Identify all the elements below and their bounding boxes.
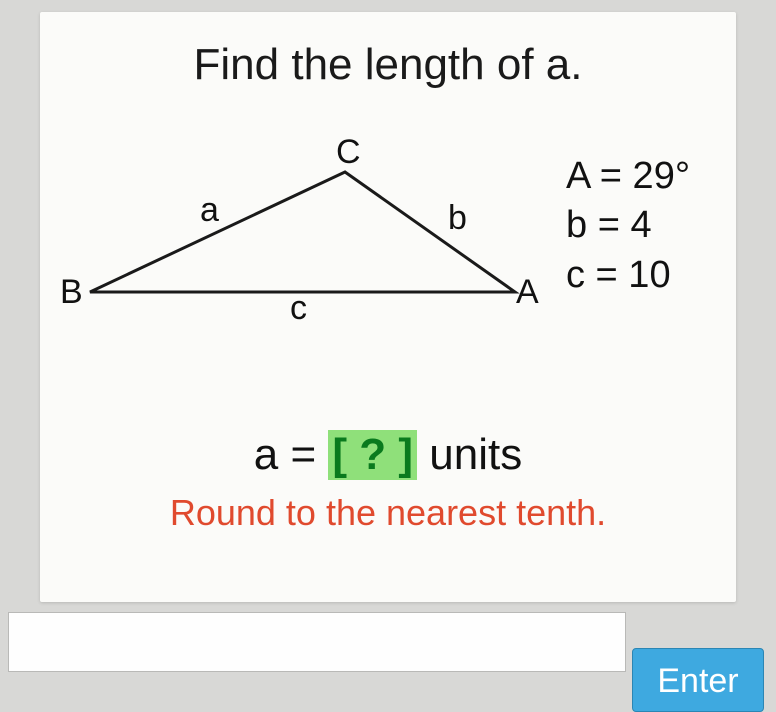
vertex-A-label: A [516, 273, 539, 312]
enter-button[interactable]: Enter [632, 648, 764, 712]
vertex-B-label: B [60, 273, 83, 312]
vertex-C-label: C [336, 133, 361, 172]
answer-box[interactable]: [ ? ] [328, 430, 417, 480]
given-angle-A: A = 29° [566, 152, 690, 201]
side-c-label: c [290, 289, 307, 328]
given-side-c: c = 10 [566, 251, 690, 300]
given-side-b: b = 4 [566, 201, 690, 250]
givens-block: A = 29° b = 4 c = 10 [566, 152, 690, 300]
problem-card: Find the length of a. B C A a b c A = 29… [40, 12, 736, 602]
answer-line: a = [ ? ] units [40, 430, 736, 480]
side-b-label: b [448, 199, 467, 238]
answer-prefix: a = [254, 430, 329, 479]
triangle-diagram: B C A a b c [60, 147, 540, 327]
answer-suffix: units [417, 430, 522, 479]
rounding-hint: Round to the nearest tenth. [40, 492, 736, 534]
answer-input[interactable] [8, 612, 626, 672]
problem-title: Find the length of a. [40, 40, 736, 90]
side-a-label: a [200, 191, 219, 230]
